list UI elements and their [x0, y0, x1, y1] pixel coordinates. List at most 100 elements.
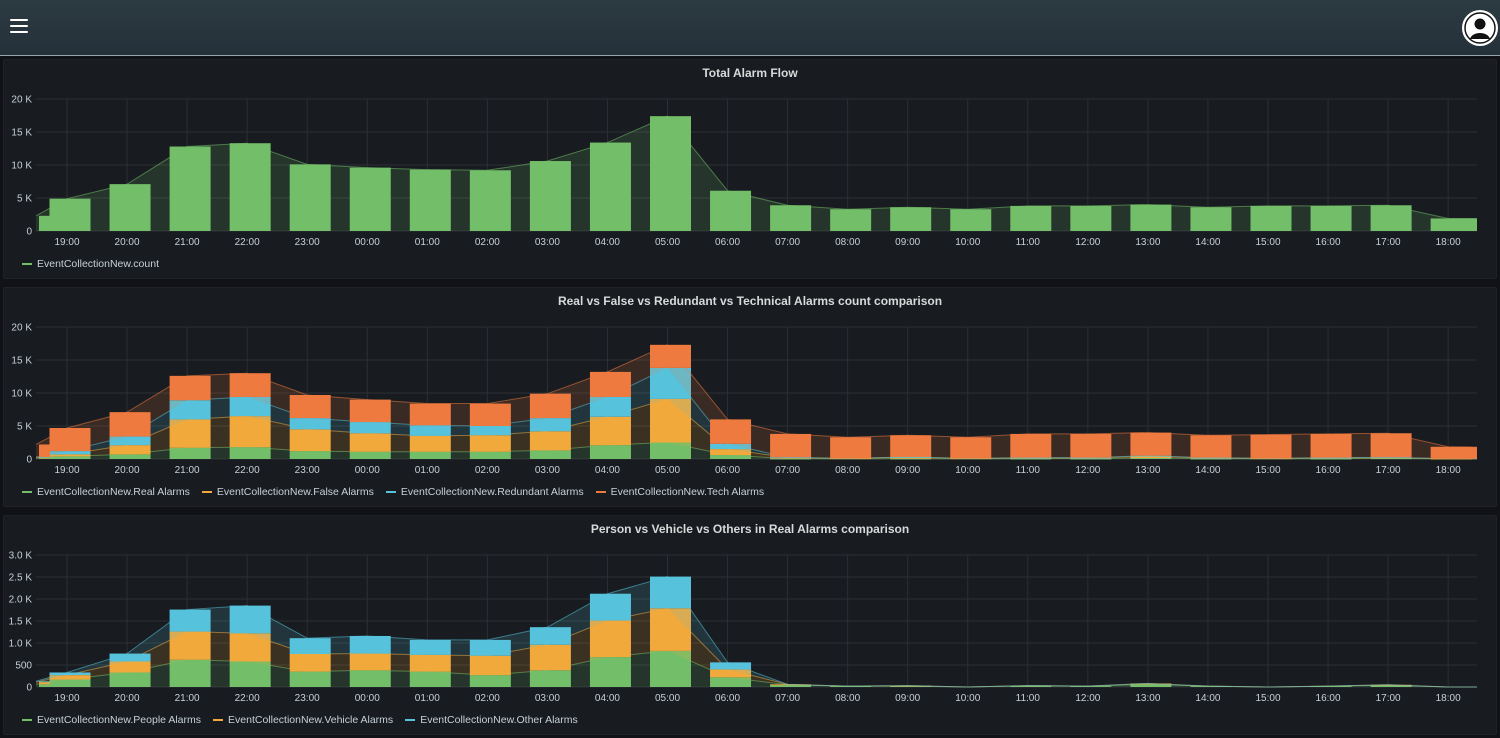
bar[interactable] — [169, 631, 211, 660]
legend-item[interactable]: EventCollectionNew.False Alarms — [201, 486, 374, 498]
bar[interactable] — [289, 418, 331, 430]
bar[interactable] — [229, 447, 271, 459]
bar[interactable] — [650, 442, 691, 460]
bar[interactable] — [770, 457, 812, 459]
bar[interactable] — [1310, 205, 1352, 231]
bar[interactable] — [109, 445, 151, 455]
bar[interactable] — [109, 672, 151, 687]
bar[interactable] — [710, 455, 752, 459]
bar[interactable] — [39, 458, 50, 459]
bar[interactable] — [529, 418, 571, 432]
bar[interactable] — [1430, 446, 1472, 459]
bar[interactable] — [1250, 205, 1292, 231]
bar[interactable] — [229, 416, 271, 448]
legend-item[interactable]: EventCollectionNew.Real Alarms — [22, 486, 190, 498]
bar[interactable] — [830, 437, 872, 459]
bar[interactable] — [349, 422, 391, 434]
bar[interactable] — [349, 635, 391, 654]
bar[interactable] — [349, 670, 391, 687]
bar[interactable] — [770, 458, 812, 460]
bar[interactable] — [169, 609, 211, 632]
bar[interactable] — [409, 654, 451, 672]
bar[interactable] — [650, 576, 691, 609]
bar[interactable] — [770, 684, 812, 687]
bar[interactable] — [49, 679, 91, 687]
bar[interactable] — [469, 675, 511, 687]
bar[interactable] — [890, 457, 932, 459]
bar[interactable] — [650, 650, 691, 687]
bar[interactable] — [650, 398, 691, 443]
bar[interactable] — [49, 675, 91, 680]
bar[interactable] — [890, 207, 932, 231]
bar[interactable] — [1130, 458, 1172, 459]
bar[interactable] — [1370, 205, 1412, 231]
bar[interactable] — [169, 447, 211, 459]
bar[interactable] — [39, 457, 50, 459]
bar[interactable] — [409, 169, 451, 231]
legend-item[interactable]: EventCollectionNew.Tech Alarms — [595, 486, 764, 498]
bar[interactable] — [49, 456, 91, 459]
bar[interactable] — [349, 653, 391, 671]
user-avatar-icon[interactable] — [1462, 10, 1498, 46]
bar[interactable] — [890, 458, 932, 460]
legend-item[interactable]: EventCollectionNew.count — [22, 258, 159, 270]
bar[interactable] — [469, 655, 511, 676]
bar[interactable] — [1130, 456, 1172, 459]
bar[interactable] — [1190, 458, 1232, 460]
bar[interactable] — [710, 190, 752, 231]
bar[interactable] — [1310, 458, 1352, 460]
bar[interactable] — [589, 371, 631, 397]
bar[interactable] — [589, 396, 631, 417]
bar[interactable] — [710, 443, 752, 450]
bar[interactable] — [1010, 685, 1052, 687]
bar[interactable] — [1010, 205, 1052, 231]
bar[interactable] — [589, 142, 631, 231]
bar[interactable] — [1190, 207, 1232, 231]
bar[interactable] — [890, 457, 932, 458]
bar[interactable] — [49, 198, 91, 231]
bar[interactable] — [650, 367, 691, 399]
bar[interactable] — [589, 593, 631, 621]
bar[interactable] — [710, 662, 752, 670]
bar[interactable] — [229, 373, 271, 397]
bar[interactable] — [109, 412, 151, 437]
bar[interactable] — [1070, 457, 1112, 459]
bar[interactable] — [469, 170, 511, 231]
bar[interactable] — [109, 661, 151, 673]
bar[interactable] — [1370, 457, 1412, 459]
bar[interactable] — [890, 435, 932, 458]
bar[interactable] — [49, 427, 91, 452]
bar[interactable] — [169, 659, 211, 687]
bar[interactable] — [169, 375, 211, 401]
bar[interactable] — [1190, 435, 1232, 458]
bar[interactable] — [589, 445, 631, 459]
bar[interactable] — [349, 167, 391, 231]
bar[interactable] — [1310, 433, 1352, 458]
bar[interactable] — [229, 661, 271, 687]
bar[interactable] — [770, 457, 812, 459]
bar[interactable] — [169, 146, 211, 231]
bar[interactable] — [39, 682, 50, 685]
bar[interactable] — [529, 670, 571, 687]
bar[interactable] — [1430, 218, 1472, 231]
bar[interactable] — [1130, 432, 1172, 456]
bar[interactable] — [109, 436, 151, 446]
bar[interactable] — [1130, 684, 1172, 687]
bar[interactable] — [169, 419, 211, 448]
bar[interactable] — [529, 450, 571, 459]
bar[interactable] — [1010, 458, 1052, 460]
bar[interactable] — [650, 608, 691, 651]
legend-item[interactable]: EventCollectionNew.Other Alarms — [405, 714, 578, 726]
bar[interactable] — [650, 344, 691, 368]
bar[interactable] — [169, 400, 211, 420]
bar[interactable] — [529, 431, 571, 451]
bar[interactable] — [409, 639, 451, 655]
bar[interactable] — [1370, 685, 1412, 687]
bar[interactable] — [589, 620, 631, 658]
bar[interactable] — [1070, 458, 1112, 460]
bar[interactable] — [349, 433, 391, 452]
bar[interactable] — [830, 209, 872, 231]
bar[interactable] — [469, 426, 511, 436]
bar[interactable] — [109, 184, 151, 231]
bar[interactable] — [710, 419, 752, 444]
